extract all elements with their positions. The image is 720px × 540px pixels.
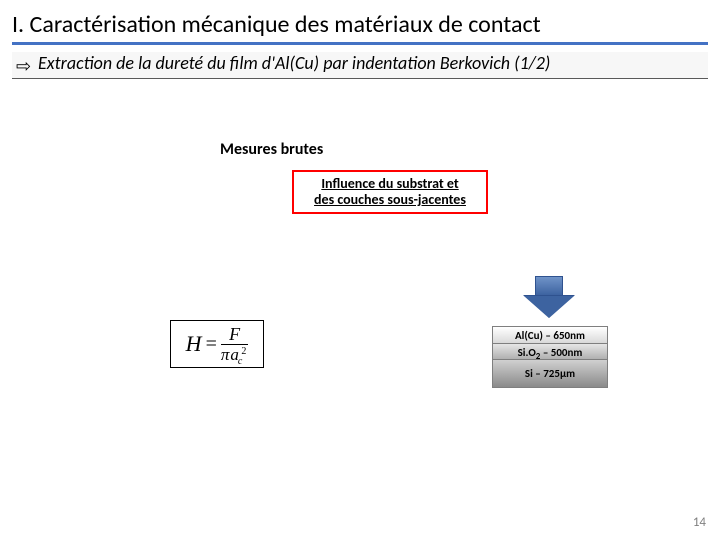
influence-callout: Influence du substrat et des couches sou…: [292, 170, 488, 214]
formula-c: c: [238, 356, 242, 367]
influence-line2: des couches sous-jacentes: [314, 192, 466, 208]
slide: I. Caractérisation mécanique des matéria…: [0, 0, 720, 540]
formula-H: H: [186, 331, 202, 357]
indentation-arrow-icon: [524, 276, 574, 322]
formula-numerator: F: [223, 325, 246, 344]
layer-si-label: Si – 725: [525, 367, 560, 380]
layer-alcu-unit: nm: [570, 329, 585, 342]
section-title-text: I. Caractérisation mécanique des matéria…: [12, 10, 708, 39]
raw-measurements-label: Mesures brutes: [220, 140, 323, 159]
formula-fraction: F πac2: [221, 325, 248, 363]
formula-eq: =: [202, 333, 221, 356]
formula-denominator: πac2: [221, 345, 248, 363]
layer-si: Si – 725µm: [492, 360, 608, 388]
influence-line1: Influence du substrat et: [321, 176, 458, 192]
layer-sio2-unit: nm: [568, 346, 583, 359]
layer-sio2-suffix: – 500: [540, 346, 567, 359]
subtitle-underline: [12, 78, 708, 79]
hardness-formula-box: H = F πac2: [170, 320, 264, 368]
layer-sio2: Si.O2 – 500nm: [492, 343, 608, 360]
subtitle-arrow-icon: ⇨: [16, 55, 31, 77]
layer-sio2-prefix: Si.O: [518, 346, 536, 359]
layer-alcu: Al(Cu) – 650nm: [492, 326, 608, 343]
formula-sq: 2: [241, 346, 246, 357]
layer-si-unit: µm: [560, 367, 575, 380]
substrate-stack: Al(Cu) – 650nm Si.O2 – 500nm Si – 725µm: [492, 326, 608, 388]
page-number: 14: [693, 515, 706, 530]
hardness-formula: H = F πac2: [186, 325, 249, 363]
section-title: I. Caractérisation mécanique des matéria…: [12, 10, 708, 39]
subtitle-text: Extraction de la dureté du film d'Al(Cu)…: [38, 52, 550, 74]
layer-alcu-label: Al(Cu) – 650: [515, 329, 570, 342]
subtitle-row: ⇨ Extraction de la dureté du film d'Al(C…: [12, 52, 708, 78]
title-underline: [12, 42, 708, 45]
